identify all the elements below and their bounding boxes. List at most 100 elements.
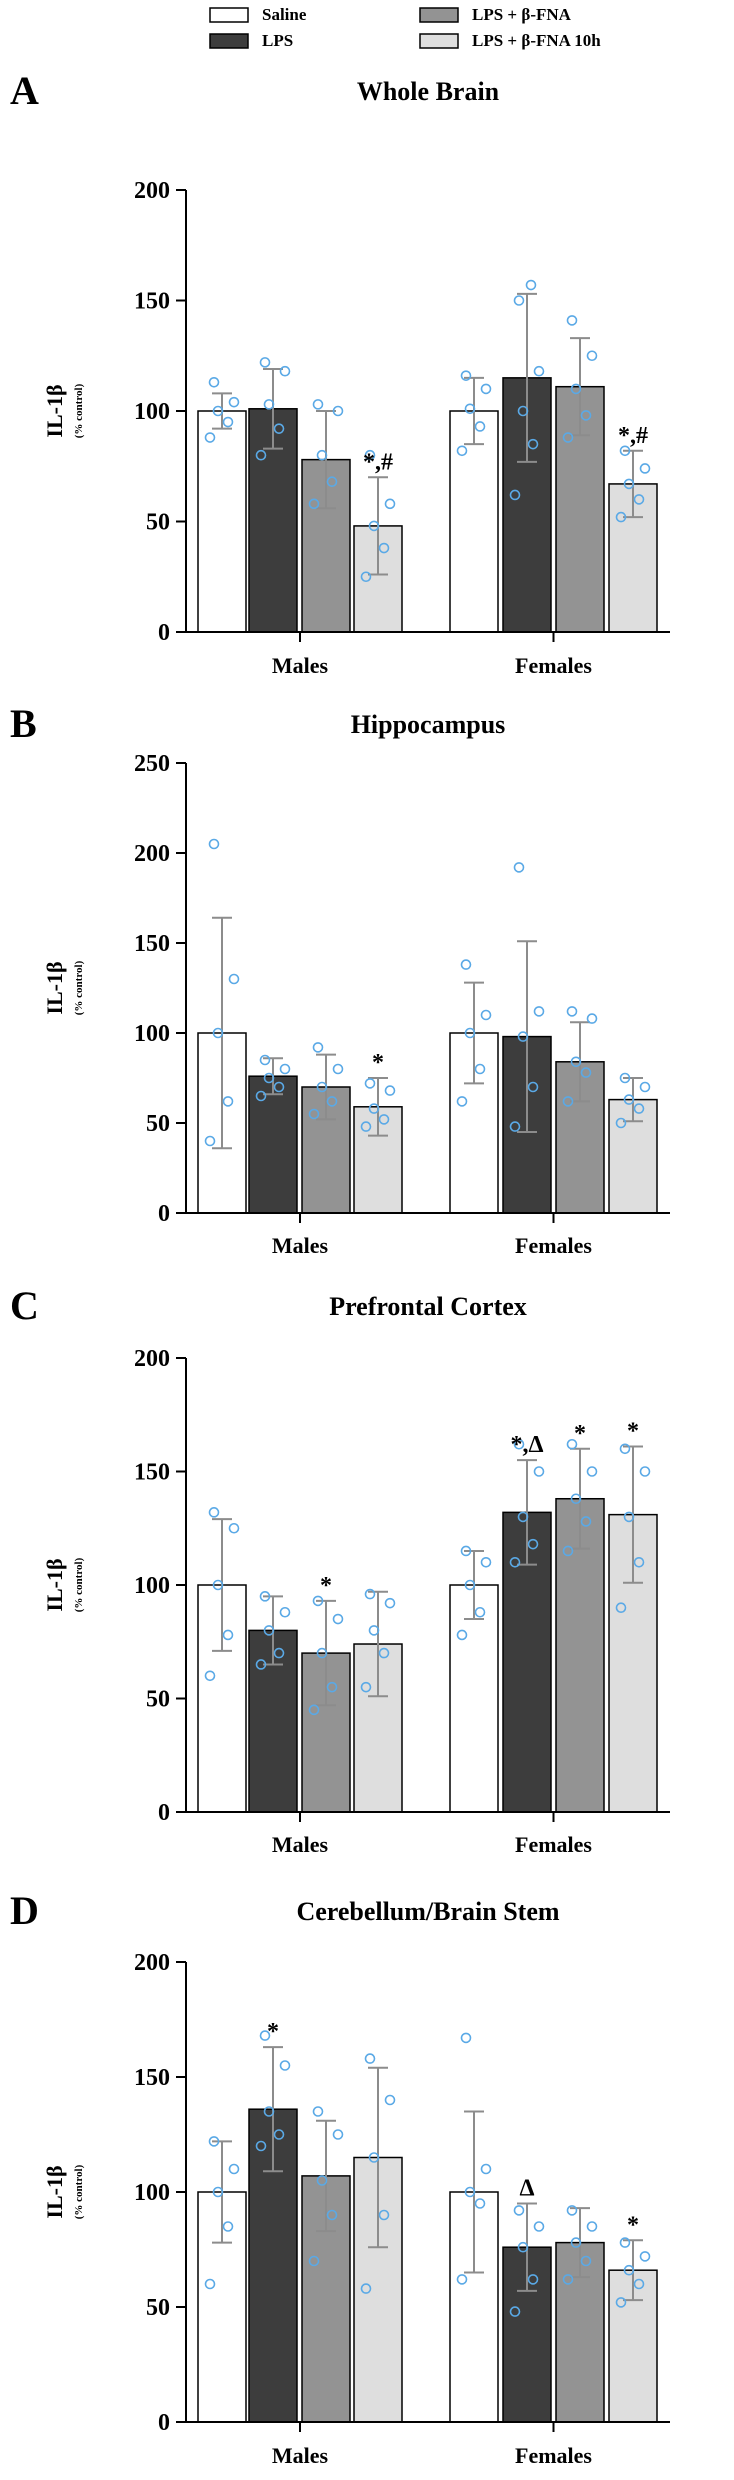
data-point-p1-c1-s3-4	[332, 405, 344, 417]
y-tick-label-p1-100: 100	[134, 399, 170, 425]
data-point-p2-c2-s2-2	[527, 1081, 539, 1093]
data-point-p2-c1-s3-3	[316, 1081, 328, 1093]
data-point-p3-c1-s4-3	[368, 1625, 380, 1636]
panel-title-3: Prefrontal Cortex	[329, 1292, 527, 1321]
data-point-p3-c2-s3-4	[586, 1466, 598, 1477]
data-point-p2-c1-s3-5	[312, 1042, 324, 1053]
panel-title-2: Hippocampus	[351, 710, 506, 739]
data-point-p4-c1-s2-2	[273, 2129, 285, 2140]
data-point-p2-c1-s2-1	[255, 1090, 267, 1102]
data-point-p2-c2-s2-3	[517, 1031, 529, 1042]
data-point-p2-c2-s4-4	[639, 1081, 651, 1093]
data-point-p2-c1-s2-4	[279, 1063, 291, 1075]
data-point-p3-c2-s4-3	[623, 1511, 635, 1523]
y-axis-label-1: IL-1β	[42, 384, 67, 437]
data-point-p1-c1-s4-3	[368, 520, 380, 532]
data-point-p2-c2-s4-3	[623, 1094, 635, 1105]
data-point-p2-c1-s1-4	[228, 973, 240, 985]
data-point-p4-c1-s3-5	[312, 2106, 324, 2117]
bar-p1-males-s1	[197, 410, 247, 633]
data-point-p2-c2-s4-1	[615, 1117, 627, 1129]
data-point-p2-c2-s1-5	[460, 959, 472, 970]
data-point-p1-c2-s2-6	[525, 279, 537, 291]
data-point-p2-c1-s3-1	[308, 1108, 320, 1120]
data-point-p2-c1-s1-5	[208, 838, 220, 850]
data-point-p3-c1-s4-4	[384, 1597, 396, 1609]
category-label-p3-females: Females	[515, 1832, 592, 1857]
data-point-p4-c1-s2-3	[263, 2106, 275, 2117]
data-point-p1-c1-s4-2	[378, 542, 390, 554]
data-point-p4-c1-s2-4	[279, 2060, 291, 2071]
data-point-p4-c2-s2-3	[517, 2241, 529, 2253]
data-point-p4-c2-s1-5	[460, 2032, 472, 2044]
y-tick-label-p3-200: 200	[134, 1346, 170, 1372]
data-point-p1-c1-s2-1	[255, 449, 267, 461]
data-point-p3-c1-s2-3	[263, 1625, 275, 1636]
category-label-p4-males: Males	[272, 2443, 329, 2468]
data-point-p4-c1-s2-1	[255, 2140, 267, 2152]
y-tick-label-p4-150: 150	[134, 2065, 170, 2091]
data-point-p2-c2-s1-4	[480, 1009, 492, 1021]
data-point-p3-c2-s3-5	[566, 1438, 578, 1450]
data-point-p2-c1-s1-1	[204, 1135, 216, 1147]
data-point-p3-c1-s2-2	[273, 1647, 285, 1659]
data-point-p2-c1-s2-5	[259, 1054, 271, 1066]
legend-swatch-1	[209, 7, 249, 23]
data-point-p2-c2-s3-1	[562, 1096, 574, 1107]
y-tick-label-p4-100: 100	[134, 2180, 170, 2206]
panel-letter-3: C	[10, 1283, 39, 1328]
significance-mark-p4-2: Δ	[519, 2176, 534, 2202]
data-point-p4-c1-s1-4	[228, 2163, 240, 2175]
data-point-p1-c1-s1-1	[204, 432, 216, 443]
data-point-p2-c1-s4-4	[384, 1085, 396, 1096]
y-tick-label-p1-150: 150	[134, 289, 170, 315]
data-point-p2-c2-s3-2	[580, 1067, 592, 1078]
data-point-p1-c2-s2-2	[527, 438, 539, 450]
data-point-p3-c2-s3-3	[570, 1493, 582, 1505]
data-point-p4-c1-s1-2	[222, 2221, 234, 2232]
y-axis-label-2: IL-1β	[42, 961, 67, 1014]
data-point-p4-c1-s4-1	[360, 2283, 372, 2294]
data-point-p1-c2-s2-4	[533, 365, 545, 377]
bar-p3-females-s1	[449, 1584, 499, 1813]
data-point-p2-c2-s1-3	[464, 1027, 476, 1039]
data-point-p4-c1-s3-2	[326, 2209, 338, 2221]
data-point-p1-c2-s4-5	[619, 445, 631, 457]
y-axis-label-3: IL-1β	[42, 1558, 67, 1611]
data-point-p2-c2-s4-5	[619, 1072, 631, 1084]
panel-letter-1: A	[10, 68, 39, 113]
data-point-p3-c2-s1-4	[480, 1557, 492, 1568]
legend-label-3: LPS + β-FNA	[472, 5, 572, 24]
data-point-p1-c1-s1-3	[212, 405, 224, 417]
category-label-p1-males: Males	[272, 653, 329, 678]
significance-mark-p4-3: *	[627, 2212, 639, 2238]
data-point-p4-c2-s2-1	[509, 2306, 521, 2317]
data-point-p1-c2-s2-1	[509, 489, 521, 501]
data-point-p4-c1-s3-3	[316, 2175, 328, 2186]
data-point-p4-c2-s4-1	[615, 2297, 627, 2308]
data-point-p2-c2-s2-5	[513, 862, 525, 873]
data-point-p3-c2-s2-4	[533, 1466, 545, 1477]
panel-title-1: Whole Brain	[357, 77, 500, 106]
data-point-p2-c1-s2-3	[263, 1072, 275, 1084]
data-point-p1-c2-s3-3	[570, 383, 582, 395]
data-point-p4-c2-s4-5	[619, 2237, 631, 2248]
data-point-p4-c1-s3-1	[308, 2255, 320, 2267]
data-point-p3-c2-s4-5	[619, 1443, 631, 1455]
data-point-p2-c1-s4-1	[360, 1121, 372, 1132]
data-point-p1-c2-s1-5	[460, 370, 472, 381]
data-point-p2-c1-s4-3	[368, 1103, 380, 1114]
data-point-p4-c2-s4-2	[633, 2278, 645, 2290]
data-point-p3-c2-s1-1	[456, 1629, 468, 1641]
data-point-p4-c1-s3-4	[332, 2129, 344, 2140]
data-point-p1-c1-s3-3	[316, 449, 328, 461]
data-point-p3-c1-s4-1	[360, 1681, 372, 1693]
data-point-p2-c2-s1-2	[474, 1063, 486, 1075]
data-point-p2-c1-s2-2	[273, 1081, 285, 1093]
data-point-p1-c1-s2-5	[259, 357, 271, 368]
data-point-p1-c2-s2-3	[517, 405, 529, 417]
data-point-p3-c1-s4-5	[364, 1588, 376, 1600]
data-point-p3-c2-s3-2	[580, 1516, 592, 1527]
data-point-p4-c1-s4-2	[378, 2209, 390, 2221]
data-point-p3-c2-s2-2	[527, 1538, 539, 1550]
